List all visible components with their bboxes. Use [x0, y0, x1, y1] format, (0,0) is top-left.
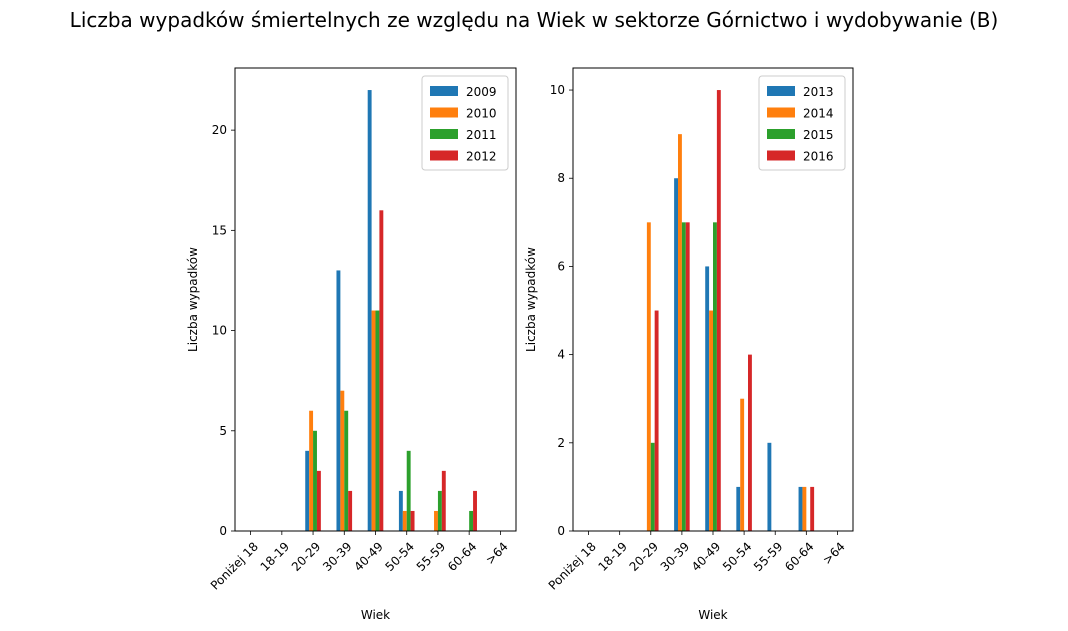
- bar-2014: [646, 222, 651, 532]
- legend-swatch-2014: [767, 107, 795, 118]
- x-tick-label: Poniżej 18: [546, 539, 599, 592]
- bar-2011: [437, 490, 442, 531]
- bar-2009: [367, 90, 372, 532]
- legend-swatch-2009: [430, 86, 458, 96]
- y-tick-label: 15: [212, 223, 227, 237]
- bar-2012: [441, 470, 446, 531]
- legend-swatch-2010: [430, 107, 458, 118]
- x-tick-label: 50-54: [720, 539, 755, 574]
- x-tick-label: 20-29: [627, 539, 662, 574]
- legend-label: 2014: [803, 107, 834, 121]
- bar-2009: [336, 270, 341, 531]
- bar-2015: [650, 442, 655, 531]
- bar-2014: [709, 310, 713, 531]
- x-tick-label: 40-49: [351, 539, 386, 574]
- bar-2009: [398, 490, 403, 531]
- bar-2010: [340, 390, 345, 531]
- x-tick-label: >64: [820, 539, 848, 567]
- x-tick-label: Poniżej 18: [208, 539, 261, 592]
- legend-swatch-2012: [430, 150, 458, 161]
- bar-2016: [654, 310, 659, 531]
- bar-2011: [375, 310, 380, 531]
- bar-2015: [681, 222, 686, 532]
- x-tick-label: 60-64: [445, 539, 480, 574]
- y-tick-label: 10: [550, 83, 565, 97]
- legend-box: [421, 75, 509, 171]
- bar-2013: [767, 442, 772, 531]
- legend-box: [758, 75, 846, 171]
- bar-2014: [740, 398, 745, 531]
- legend-label: 2012: [466, 150, 497, 164]
- bar-2013: [798, 486, 803, 531]
- bar-2016: [716, 90, 721, 532]
- bar-2011: [469, 510, 474, 531]
- legend-label: 2010: [466, 107, 497, 121]
- y-tick-label: 0: [557, 524, 565, 538]
- bar-2012: [316, 470, 321, 531]
- x-tick-label: 18-19: [595, 539, 630, 574]
- bar-2012: [348, 490, 353, 531]
- x-tick-label: 18-19: [258, 539, 293, 574]
- x-tick-label: 55-59: [414, 539, 449, 574]
- legend-label: 2016: [803, 150, 834, 164]
- bar-2012: [473, 490, 477, 531]
- legend-swatch-2011: [430, 129, 458, 139]
- bar-2013: [674, 178, 678, 531]
- x-axis-label: Wiek: [698, 608, 727, 622]
- bar-2012: [379, 210, 384, 531]
- x-tick-label: 40-49: [689, 539, 724, 574]
- x-tick-label: 30-39: [658, 539, 693, 574]
- legend-swatch-2016: [767, 150, 795, 161]
- bar-2010: [371, 310, 376, 531]
- x-tick-label: 55-59: [751, 539, 786, 574]
- bar-2010: [309, 410, 314, 531]
- y-axis-label: Liczba wypadków: [186, 247, 200, 352]
- bar-2013: [736, 486, 741, 531]
- y-tick-label: 6: [557, 259, 565, 273]
- y-tick-label: 20: [212, 123, 227, 137]
- bar-2010: [402, 510, 407, 531]
- legend-swatch-2013: [767, 86, 795, 96]
- legend-label: 2009: [466, 85, 497, 99]
- y-tick-label: 4: [557, 348, 565, 362]
- bar-2009: [305, 450, 310, 531]
- bar-2016: [748, 354, 752, 531]
- bar-2013: [705, 266, 710, 531]
- x-axis-label: Wiek: [361, 608, 390, 622]
- x-tick-label: >64: [483, 539, 511, 567]
- legend-label: 2013: [803, 85, 834, 99]
- y-tick-label: 10: [212, 324, 227, 338]
- y-tick-label: 5: [219, 424, 227, 438]
- legend-swatch-2015: [767, 129, 795, 139]
- bar-2016: [810, 486, 815, 531]
- bar-2011: [406, 450, 411, 531]
- bar-2015: [713, 222, 717, 532]
- bar-2010: [434, 510, 438, 531]
- legend-label: 2015: [803, 128, 834, 142]
- bar-2014: [802, 486, 807, 531]
- x-tick-label: 20-29: [289, 539, 324, 574]
- y-tick-label: 8: [557, 171, 565, 185]
- x-tick-label: 50-54: [383, 539, 418, 574]
- bar-2012: [410, 510, 415, 531]
- chart-title: Liczba wypadków śmiertelnych ze względu …: [69, 8, 999, 32]
- y-tick-label: 2: [557, 436, 565, 450]
- y-axis-label: Liczba wypadków: [524, 247, 538, 352]
- bar-2011: [313, 430, 317, 531]
- bar-2014: [678, 134, 682, 531]
- legend-label: 2011: [466, 128, 497, 142]
- bar-2016: [685, 222, 690, 532]
- bar-2011: [344, 410, 349, 531]
- x-tick-label: 30-39: [320, 539, 355, 574]
- y-tick-label: 0: [219, 524, 227, 538]
- x-tick-label: 60-64: [782, 539, 817, 574]
